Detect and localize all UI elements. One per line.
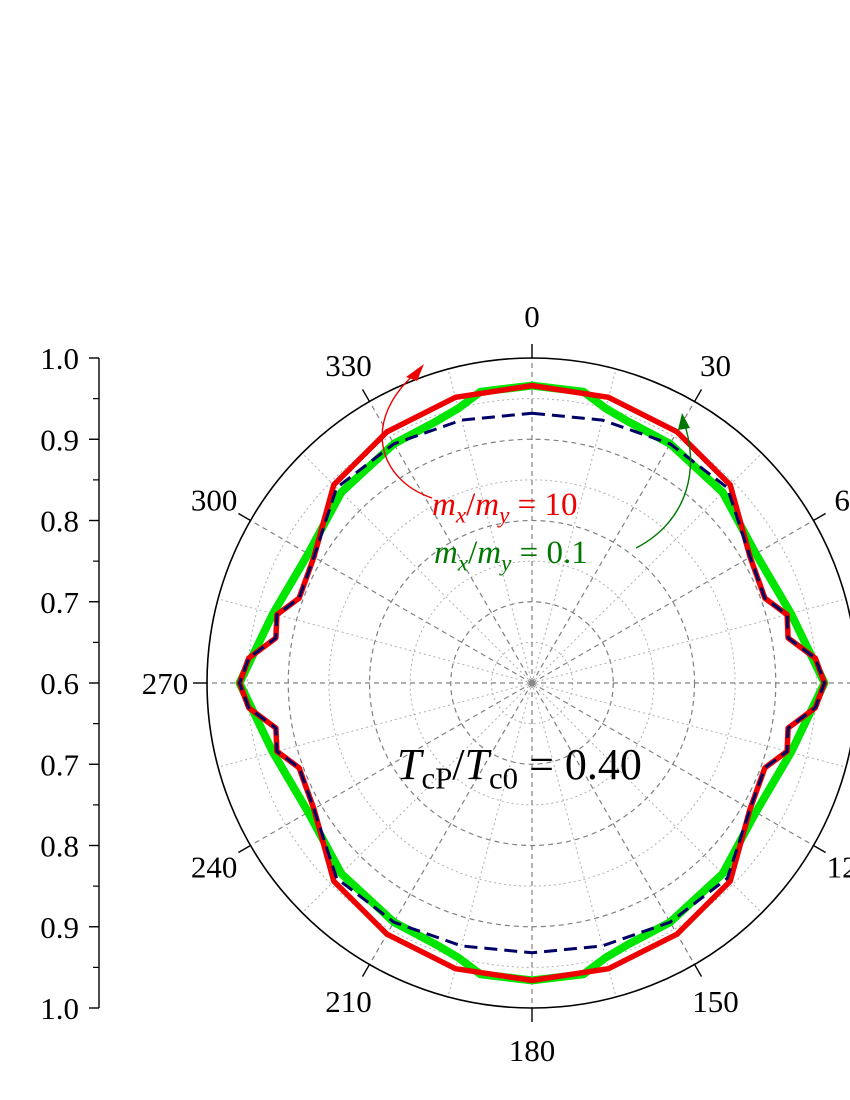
grid-spoke	[250, 682, 533, 847]
radial-tick-label: 0.7	[40, 585, 79, 620]
angle-label-240: 240	[191, 850, 238, 885]
angle-tick	[693, 389, 703, 402]
angle-label-60: 60	[834, 483, 850, 518]
grid-spoke	[531, 401, 696, 684]
grid-spoke	[250, 519, 533, 684]
angle-label-120: 120	[827, 850, 850, 885]
angle-tick	[693, 964, 703, 977]
center-point	[529, 680, 535, 686]
grid-spoke	[368, 682, 533, 965]
annotation-green-arrow	[635, 419, 692, 549]
angle-label-0: 0	[524, 299, 540, 334]
grid-ring-minor	[328, 479, 736, 887]
grid-spoke	[368, 401, 533, 684]
angle-label-180: 180	[509, 1033, 556, 1068]
angle-tick	[813, 844, 826, 854]
annotation-red-label: mx/my = 10	[432, 487, 578, 527]
angle-label-270: 270	[142, 666, 189, 701]
annotation-red-arrow	[381, 370, 433, 499]
grid-ring-minor	[247, 398, 817, 968]
angle-label-330: 330	[325, 348, 372, 383]
polar-grid	[193, 344, 850, 1022]
radial-tick-label: 0.7	[40, 747, 79, 782]
grid-spoke	[531, 682, 814, 847]
angular-axis: 0306090120150180210240270300330	[142, 299, 850, 1068]
radial-tick-label: 0.6	[40, 666, 79, 701]
annotation-tcp-label: TcP/Tc0 = 0.40	[397, 740, 642, 796]
annotations: mx/my = 10 mx/my = 0.1 TcP/Tc0 = 0.40	[381, 364, 692, 796]
angle-label-30: 30	[700, 348, 731, 383]
annotation-green-label: mx/my = 0.1	[434, 535, 588, 575]
radial-tick-label: 0.9	[40, 422, 79, 457]
angle-tick	[361, 964, 371, 977]
radial-tick-label: 0.8	[40, 829, 79, 864]
grid-spoke	[447, 368, 533, 684]
angle-tick	[813, 512, 826, 522]
grid-spoke	[531, 682, 696, 965]
grid-spoke	[447, 682, 533, 998]
angle-tick	[238, 512, 251, 522]
series-lines	[235, 381, 829, 985]
angle-label-300: 300	[191, 483, 238, 518]
annotation-red-arrowhead	[406, 364, 424, 381]
angle-tick	[361, 389, 371, 402]
angle-label-210: 210	[325, 984, 372, 1019]
radial-tick-label: 0.8	[40, 504, 79, 539]
grid-spoke	[531, 682, 617, 998]
radial-tick-label: 1.0	[40, 341, 79, 376]
radial-tick-label: 1.0	[40, 991, 79, 1026]
angle-tick	[238, 844, 251, 854]
radial-axis: 1.0 0.9 0.8 0.7 0.6 0.7 0.8 0.9 1.0	[40, 341, 100, 1026]
angle-label-150: 150	[692, 984, 739, 1019]
grid-spoke	[531, 598, 847, 684]
radial-tick-label: 0.9	[40, 910, 79, 945]
grid-spoke	[531, 519, 814, 684]
series-line-2	[238, 411, 826, 955]
annotation-green-arrowhead	[678, 413, 690, 430]
